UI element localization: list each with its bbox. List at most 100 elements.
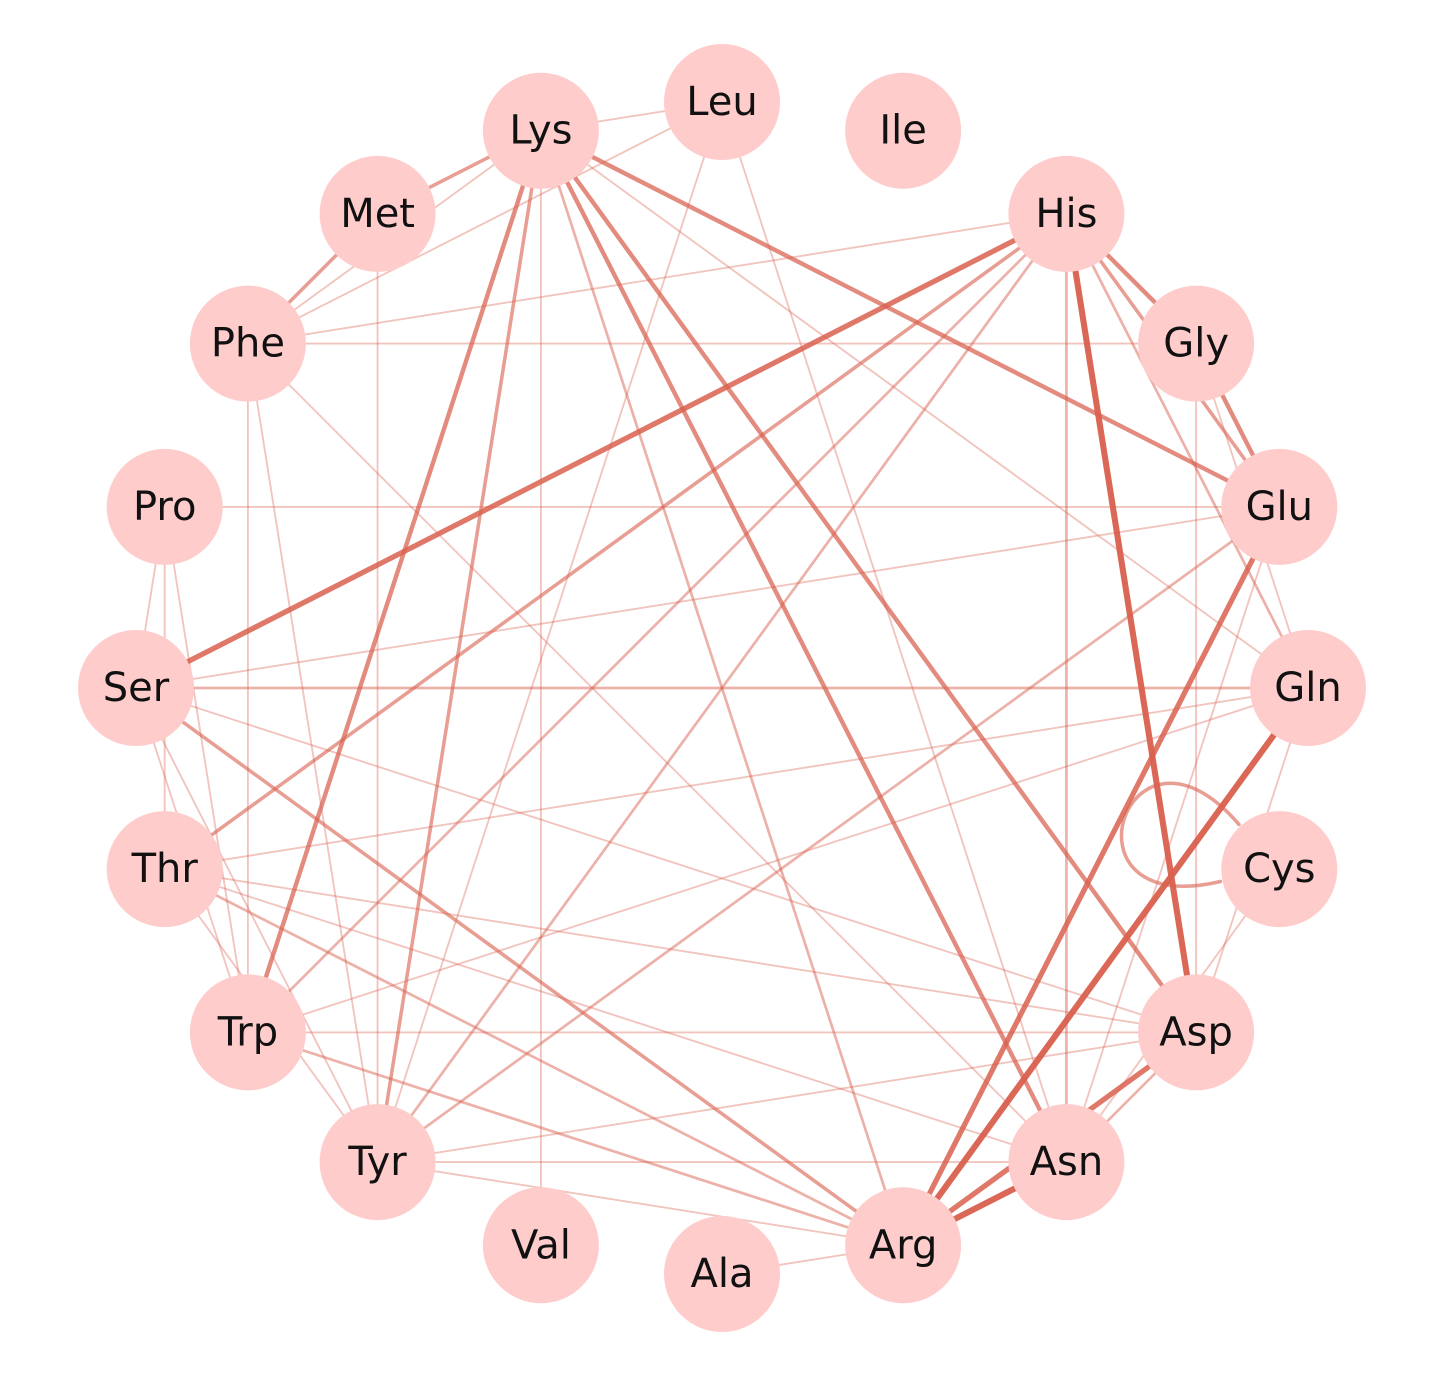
edge-lys-trp xyxy=(245,128,544,1035)
node-circle xyxy=(189,974,306,1091)
node-circle xyxy=(1008,1104,1125,1221)
edge-lys-asn xyxy=(538,128,1069,1165)
node-thr: Thr xyxy=(106,811,223,928)
edge-glu-ser xyxy=(135,505,1281,689)
node-label: Lys xyxy=(509,108,572,154)
edge-his-thr xyxy=(162,212,1069,871)
node-cys: Cys xyxy=(1221,811,1338,928)
edge-asp-ser xyxy=(135,687,1198,1034)
edge-lys-glu xyxy=(538,128,1282,510)
edge-gln-thr xyxy=(163,687,1309,871)
node-circle xyxy=(319,155,436,272)
edge-lys-asp xyxy=(538,128,1199,1035)
edge-his-phe xyxy=(246,212,1068,345)
node-ile: Ile xyxy=(845,72,962,189)
node-label: Gly xyxy=(1163,321,1229,367)
edge-asn-thr xyxy=(163,868,1068,1164)
node-his: His xyxy=(1008,155,1125,272)
node-circle xyxy=(106,811,223,928)
node-circle xyxy=(845,1187,962,1304)
edge-lys-arg xyxy=(539,129,905,1247)
node-ala: Ala xyxy=(664,1216,780,1332)
node-gly: Gly xyxy=(1138,285,1255,402)
node-phe: Phe xyxy=(189,285,306,402)
edge-cys-cys xyxy=(1119,781,1241,889)
node-label: Arg xyxy=(869,1222,938,1268)
edges-layer xyxy=(133,101,1312,1275)
edge-trp-pro xyxy=(163,505,249,1034)
node-label: Ile xyxy=(879,108,927,154)
node-label: Glu xyxy=(1246,484,1313,530)
node-asn: Asn xyxy=(1008,1104,1125,1221)
node-arg: Arg xyxy=(845,1187,962,1304)
node-circle xyxy=(1221,811,1338,928)
node-circle xyxy=(106,448,223,565)
node-label: Thr xyxy=(131,846,199,892)
node-label: Ala xyxy=(691,1251,754,1297)
node-asp: Asp xyxy=(1138,974,1255,1091)
edge-glu-arg xyxy=(900,504,1282,1248)
edge-glu-tyr xyxy=(376,505,1281,1164)
edge-tyr-phe xyxy=(246,342,379,1164)
edge-arg-tyr xyxy=(376,1161,905,1247)
node-circle xyxy=(78,630,194,746)
edge-arg-ser xyxy=(134,686,905,1248)
node-met: Met xyxy=(319,155,436,272)
edge-leu-tyr xyxy=(376,101,723,1164)
edge-his-asp xyxy=(1063,210,1200,1036)
edge-his-trp xyxy=(246,212,1068,1034)
node-circle xyxy=(1221,448,1338,565)
edge-ser-tyr xyxy=(135,687,379,1164)
node-circle xyxy=(845,72,962,189)
node-circle xyxy=(664,1216,780,1332)
node-label: Trp xyxy=(217,1009,278,1055)
node-gln: Gln xyxy=(1250,630,1366,746)
node-circle xyxy=(482,72,599,189)
edge-arg-trp xyxy=(246,1031,905,1247)
node-lys: Lys xyxy=(482,72,599,189)
node-circle xyxy=(1008,155,1125,272)
node-trp: Trp xyxy=(189,974,306,1091)
node-circle xyxy=(1138,285,1255,402)
node-label: Cys xyxy=(1243,846,1315,892)
node-leu: Leu xyxy=(664,44,780,160)
edge-his-gln xyxy=(1065,212,1310,690)
node-label: Gln xyxy=(1274,665,1341,711)
edge-lys-gln xyxy=(539,129,1309,689)
node-label: Asn xyxy=(1030,1139,1104,1185)
node-circle xyxy=(664,44,780,160)
node-circle xyxy=(319,1104,436,1221)
nodes-layer: Leu Ile His Gly Glu Gln Cys Asp Asn Arg Ala Val Tyr T… xyxy=(78,44,1366,1332)
node-circle xyxy=(482,1187,599,1304)
node-label: Tyr xyxy=(347,1139,407,1185)
edge-asp-thr xyxy=(163,868,1198,1034)
edge-gln-arg xyxy=(900,684,1312,1249)
edge-leu-asn xyxy=(721,101,1068,1164)
node-label: Asp xyxy=(1159,1009,1233,1055)
node-label: Met xyxy=(340,191,415,237)
node-circle xyxy=(189,285,306,402)
edge-his-ser xyxy=(133,211,1070,691)
node-label: Pro xyxy=(133,484,196,530)
edge-gln-trp xyxy=(246,687,1309,1034)
edge-asn-phe xyxy=(246,342,1068,1164)
node-circle xyxy=(1250,630,1366,746)
node-label: Phe xyxy=(211,321,285,367)
edge-arg-thr xyxy=(163,867,905,1247)
node-label: Val xyxy=(511,1222,571,1268)
edge-glu-asn xyxy=(1065,505,1281,1164)
node-label: His xyxy=(1035,191,1097,237)
edge-asp-tyr xyxy=(376,1031,1198,1164)
node-val: Val xyxy=(482,1187,599,1304)
edge-his-tyr xyxy=(376,212,1068,1164)
edge-leu-phe xyxy=(246,101,723,345)
node-label: Leu xyxy=(686,79,758,125)
node-circle xyxy=(1138,974,1255,1091)
node-label: Ser xyxy=(103,665,170,711)
node-glu: Glu xyxy=(1221,448,1338,565)
node-ser: Ser xyxy=(78,630,194,746)
node-pro: Pro xyxy=(106,448,223,565)
edge-lys-tyr xyxy=(375,128,543,1164)
node-tyr: Tyr xyxy=(319,1104,436,1221)
